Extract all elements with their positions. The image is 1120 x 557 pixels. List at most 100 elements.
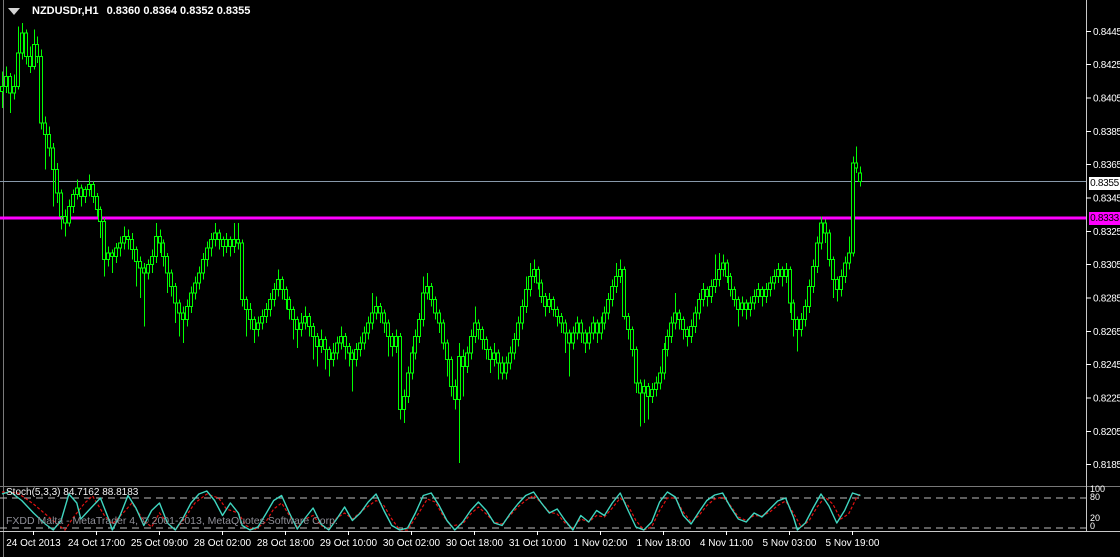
candle-body (343, 335, 347, 347)
candle-body (311, 325, 315, 337)
candle-body (358, 342, 362, 351)
candle-body (236, 239, 240, 244)
candle-body (378, 305, 382, 314)
candle-body (240, 242, 244, 301)
indicator-values: 84.7162 88.8183 (63, 487, 139, 498)
candle-body (689, 325, 693, 337)
stoch-scale-label: 20 (1090, 513, 1100, 523)
candle-body (457, 355, 461, 401)
candle-body (764, 289, 768, 297)
candle-body (697, 299, 701, 314)
candle-body (780, 269, 784, 277)
candle-body (410, 352, 414, 374)
candle-body (626, 315, 630, 331)
price-axis-label: 0.8425 (1093, 60, 1120, 71)
candle-body (173, 285, 177, 304)
candle-body (465, 352, 469, 367)
candle-body (213, 232, 217, 241)
candle-body (402, 395, 406, 411)
candle-body (98, 209, 102, 222)
candle-body (138, 260, 142, 269)
candle-body (276, 279, 280, 291)
candle-body (528, 275, 532, 291)
candle-body (217, 232, 221, 241)
candle-body (4, 75, 8, 87)
candle-body (260, 315, 264, 324)
price-axis-label: 0.8345 (1093, 194, 1120, 205)
price-axis-label: 0.8445 (1093, 27, 1120, 38)
candle-body (272, 289, 276, 301)
candle-body (752, 295, 756, 304)
candle-body (150, 255, 154, 266)
candle-body (158, 235, 162, 244)
time-axis-label: 1 Nov 18:00 (637, 538, 691, 549)
price-axis-label: 0.8245 (1093, 360, 1120, 371)
candle-body (390, 335, 394, 347)
candle-body (595, 322, 599, 334)
candle-body (476, 322, 480, 331)
time-axis-label: 5 Nov 19:00 (826, 538, 880, 549)
candle-body (268, 299, 272, 311)
candle-body (201, 259, 205, 274)
chart-menu-triangle-icon[interactable] (8, 7, 20, 15)
stoch-scale-label: 0 (1090, 521, 1095, 531)
candle-body (280, 279, 284, 291)
candle-body (134, 249, 138, 262)
candle-body (536, 269, 540, 284)
candle-body (673, 312, 677, 324)
candle-body (59, 192, 63, 217)
candle-body (248, 309, 252, 321)
candle-body (142, 267, 146, 274)
candle-body (0, 85, 4, 92)
candle-body (791, 302, 795, 321)
candle-body (728, 275, 732, 291)
candle-body (484, 339, 488, 351)
candle-body (193, 282, 197, 294)
candle-body (169, 272, 173, 287)
candle-body (669, 322, 673, 337)
candle-body (496, 352, 500, 364)
time-axis[interactable]: 24 Oct 2013 24 Oct 17:00 25 Oct 09:00 28 Oc… (0, 531, 1120, 549)
candle-body (354, 349, 358, 361)
candle-body (681, 319, 685, 331)
candle-body (713, 279, 717, 287)
candle-body (114, 247, 118, 257)
candle-body (854, 162, 858, 169)
time-axis-label: 4 Nov 11:00 (700, 538, 754, 549)
candle-body (469, 335, 473, 354)
candle-body (788, 269, 792, 304)
candle-body (228, 239, 232, 247)
candle-body (39, 55, 43, 124)
horizontal-lines-layer (0, 180, 1087, 220)
candle-body (75, 187, 79, 196)
candle-body (323, 339, 327, 351)
candle-body (366, 322, 370, 334)
price-axis-label: 0.8285 (1093, 294, 1120, 305)
candle-body (488, 349, 492, 361)
candle-body (406, 372, 410, 397)
candle-body (642, 385, 646, 394)
candle-body (315, 335, 319, 347)
candle-body (244, 299, 248, 311)
candle-body (47, 134, 51, 149)
price-axis-label: 0.8325 (1093, 227, 1120, 238)
candle-body (725, 262, 729, 277)
candle-body (575, 322, 579, 334)
candle-body (547, 299, 551, 307)
time-axis-label: 31 Oct 10:00 (509, 538, 567, 549)
candle-body (437, 312, 441, 324)
candle-body (701, 289, 705, 301)
candle-body (795, 319, 799, 331)
candle-body (256, 322, 260, 331)
candle-body (106, 252, 110, 261)
price-axis[interactable]: 0.8445 0.8425 0.8405 0.8385 0.8365 0.8345 0.83… (0, 0, 1120, 531)
candle-body (339, 335, 343, 344)
candle-body (299, 322, 303, 331)
candlestick-series (0, 23, 862, 463)
candle-body (811, 265, 815, 287)
candle-body (721, 262, 725, 271)
candle-body (425, 285, 429, 294)
time-axis-label: 28 Oct 18:00 (257, 538, 315, 549)
candle-body (614, 275, 618, 287)
